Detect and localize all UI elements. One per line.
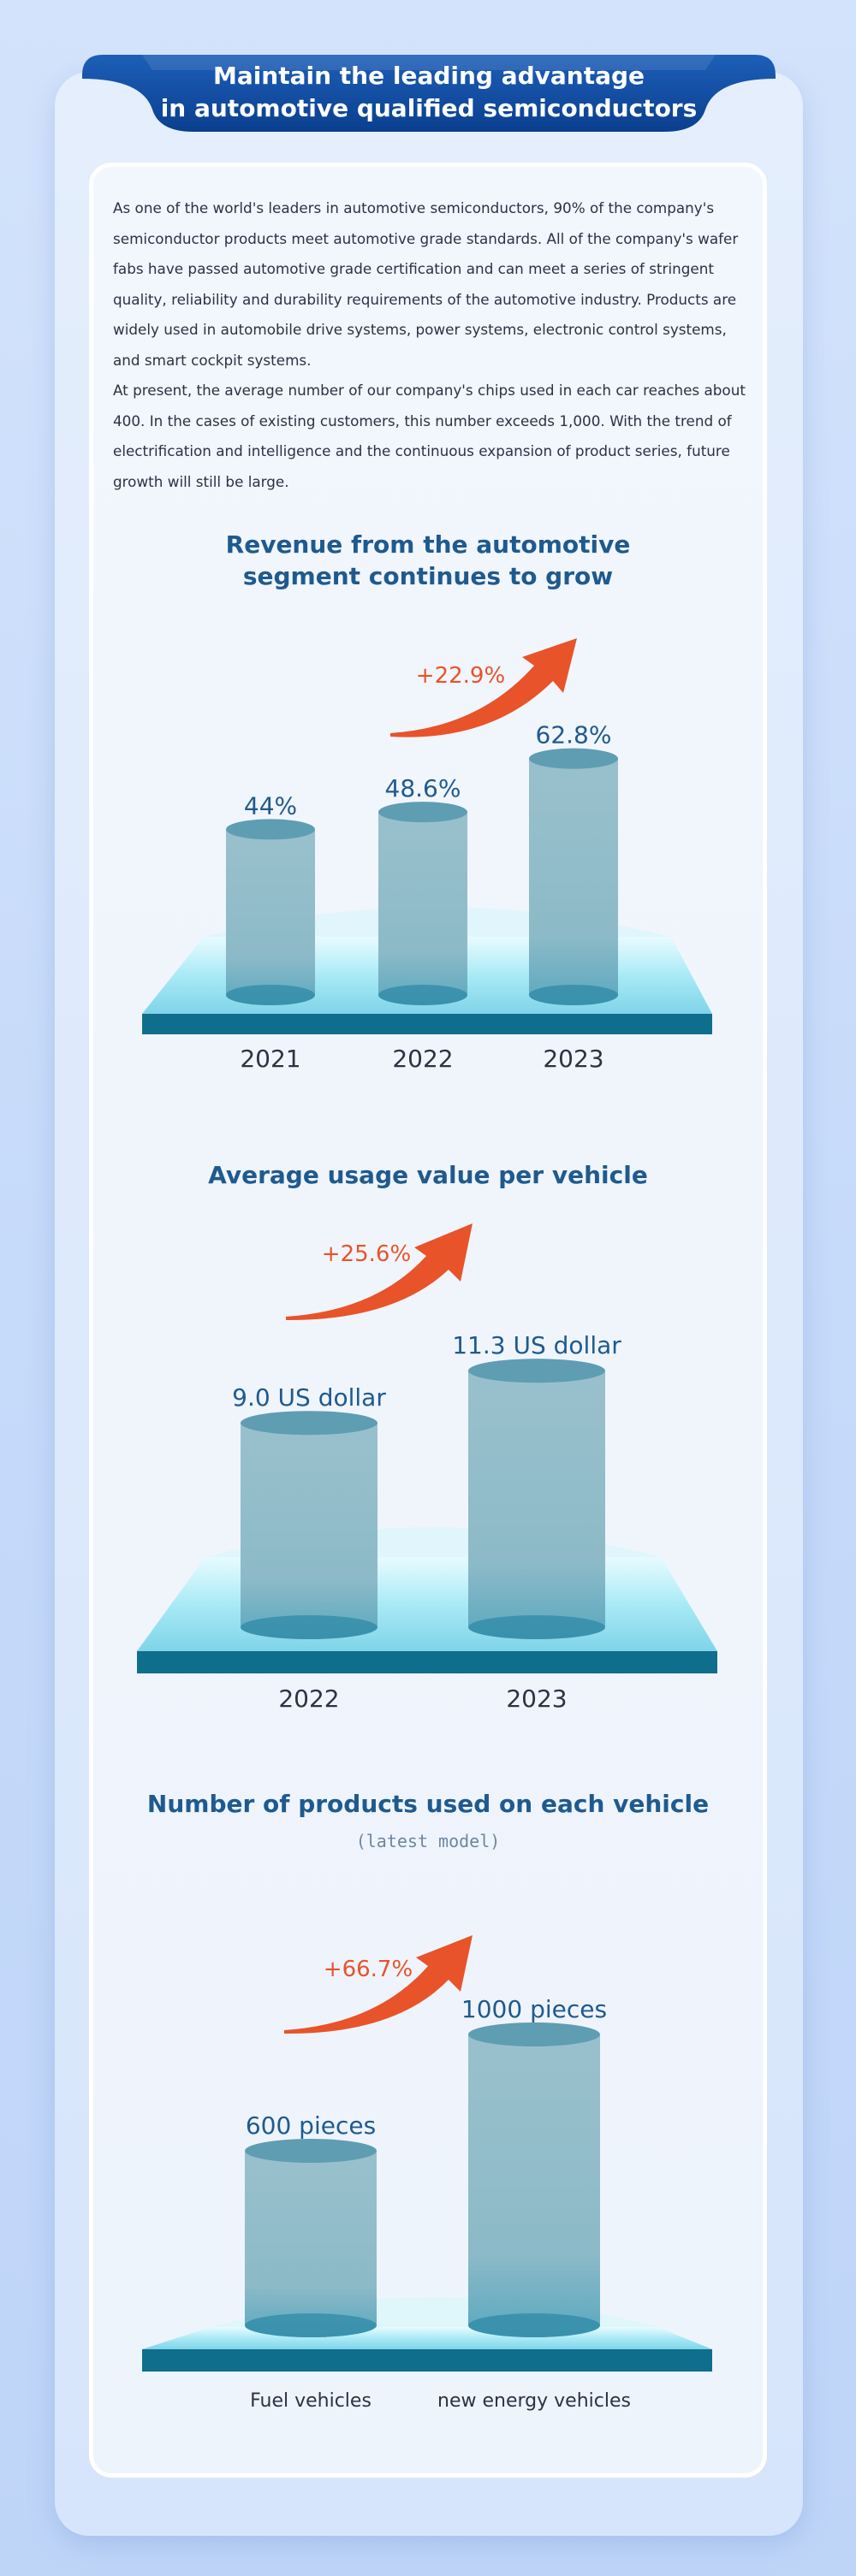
bar-0 [241,1423,377,1639]
platform-top [142,2327,712,2349]
category-label-1: 2022 [392,1045,453,1073]
bar-base-2 [529,985,618,1005]
intro-paragraph-1: As one of the world's leaders in automot… [113,199,739,369]
growth-arrow [286,1223,473,1321]
bar-base-0 [245,2313,377,2337]
category-label-0: 2022 [278,1685,339,1713]
chart2-usage-value: 9.0 US dollar 2022 11.3 US dollar 2023 +25.6… [137,1223,717,1713]
title-line-2: in automotive qualified semiconductors [160,94,698,122]
growth-label: +66.7% [324,1957,413,1982]
bar-base-1 [378,985,467,1005]
chart3-products-count: 600 pieces Fuel vehicles 1000 pieces new en… [142,1935,712,2412]
content-card [89,163,767,2478]
bar-top-2 [529,748,618,769]
bar-base-0 [226,985,315,1005]
value-label-1: 48.6% [385,774,461,802]
category-label-0: 2021 [240,1045,300,1073]
bar-2 [529,758,618,1005]
value-label-1: 1000 pieces [461,1995,607,2023]
category-label-0: Fuel vehicles [250,2390,372,2412]
bar-1 [468,2034,600,2337]
title-banner: Maintain the leading advantage in automo… [82,50,776,133]
intro-paragraph-2: At present, the average number of our co… [113,382,746,490]
bar-0 [245,2151,377,2337]
value-label-1: 11.3 US dollar [452,1331,621,1359]
value-label-0: 44% [244,791,297,820]
bar-base-1 [468,2313,600,2337]
platform-base [142,2349,712,2372]
value-label-0: 600 pieces [246,2111,376,2140]
growth-arrow [390,638,577,737]
bar-1 [468,1371,605,1639]
bar-top-0 [245,2139,377,2163]
title-line-1: Maintain the leading advantage [212,62,645,90]
platform-base [142,1014,712,1034]
growth-arrow [284,1935,473,2034]
bar-base-1 [468,1615,605,1639]
bar-top-1 [468,2022,600,2046]
chart2-title: Average usage value per vehicle [208,1161,648,1189]
category-label-1: 2023 [506,1685,567,1713]
category-label-1: new energy vehicles [437,2390,631,2412]
bar-top-1 [468,1359,605,1383]
value-label-0: 9.0 US dollar [232,1383,386,1412]
bar-top-0 [226,819,315,840]
chart1-title: Revenue from the automotive segment cont… [89,529,767,592]
chart3-subtitle: (latest model) [355,1831,501,1851]
bar-top-0 [241,1411,377,1436]
chart1-title-line-1: Revenue from the automotive [225,530,631,559]
bar-0 [226,829,315,1005]
chart1-title-line-2: segment continues to grow [242,562,614,590]
bar-top-1 [378,802,467,823]
bar-base-0 [241,1615,377,1639]
chart3-title: Number of products used on each vehicle [146,1790,710,1818]
category-label-2: 2023 [543,1045,603,1073]
intro-text: As one of the world's leaders in automot… [113,193,746,497]
bar-1 [378,812,467,1005]
platform-base [137,1651,717,1673]
chart1-revenue: 44% 2021 48.6% 2022 62.8% 2023 +22.9% [142,638,712,1073]
growth-label: +22.9% [416,663,505,689]
platform-top [137,1557,717,1651]
growth-label: +25.6% [322,1241,411,1267]
value-label-2: 62.8% [536,721,612,749]
